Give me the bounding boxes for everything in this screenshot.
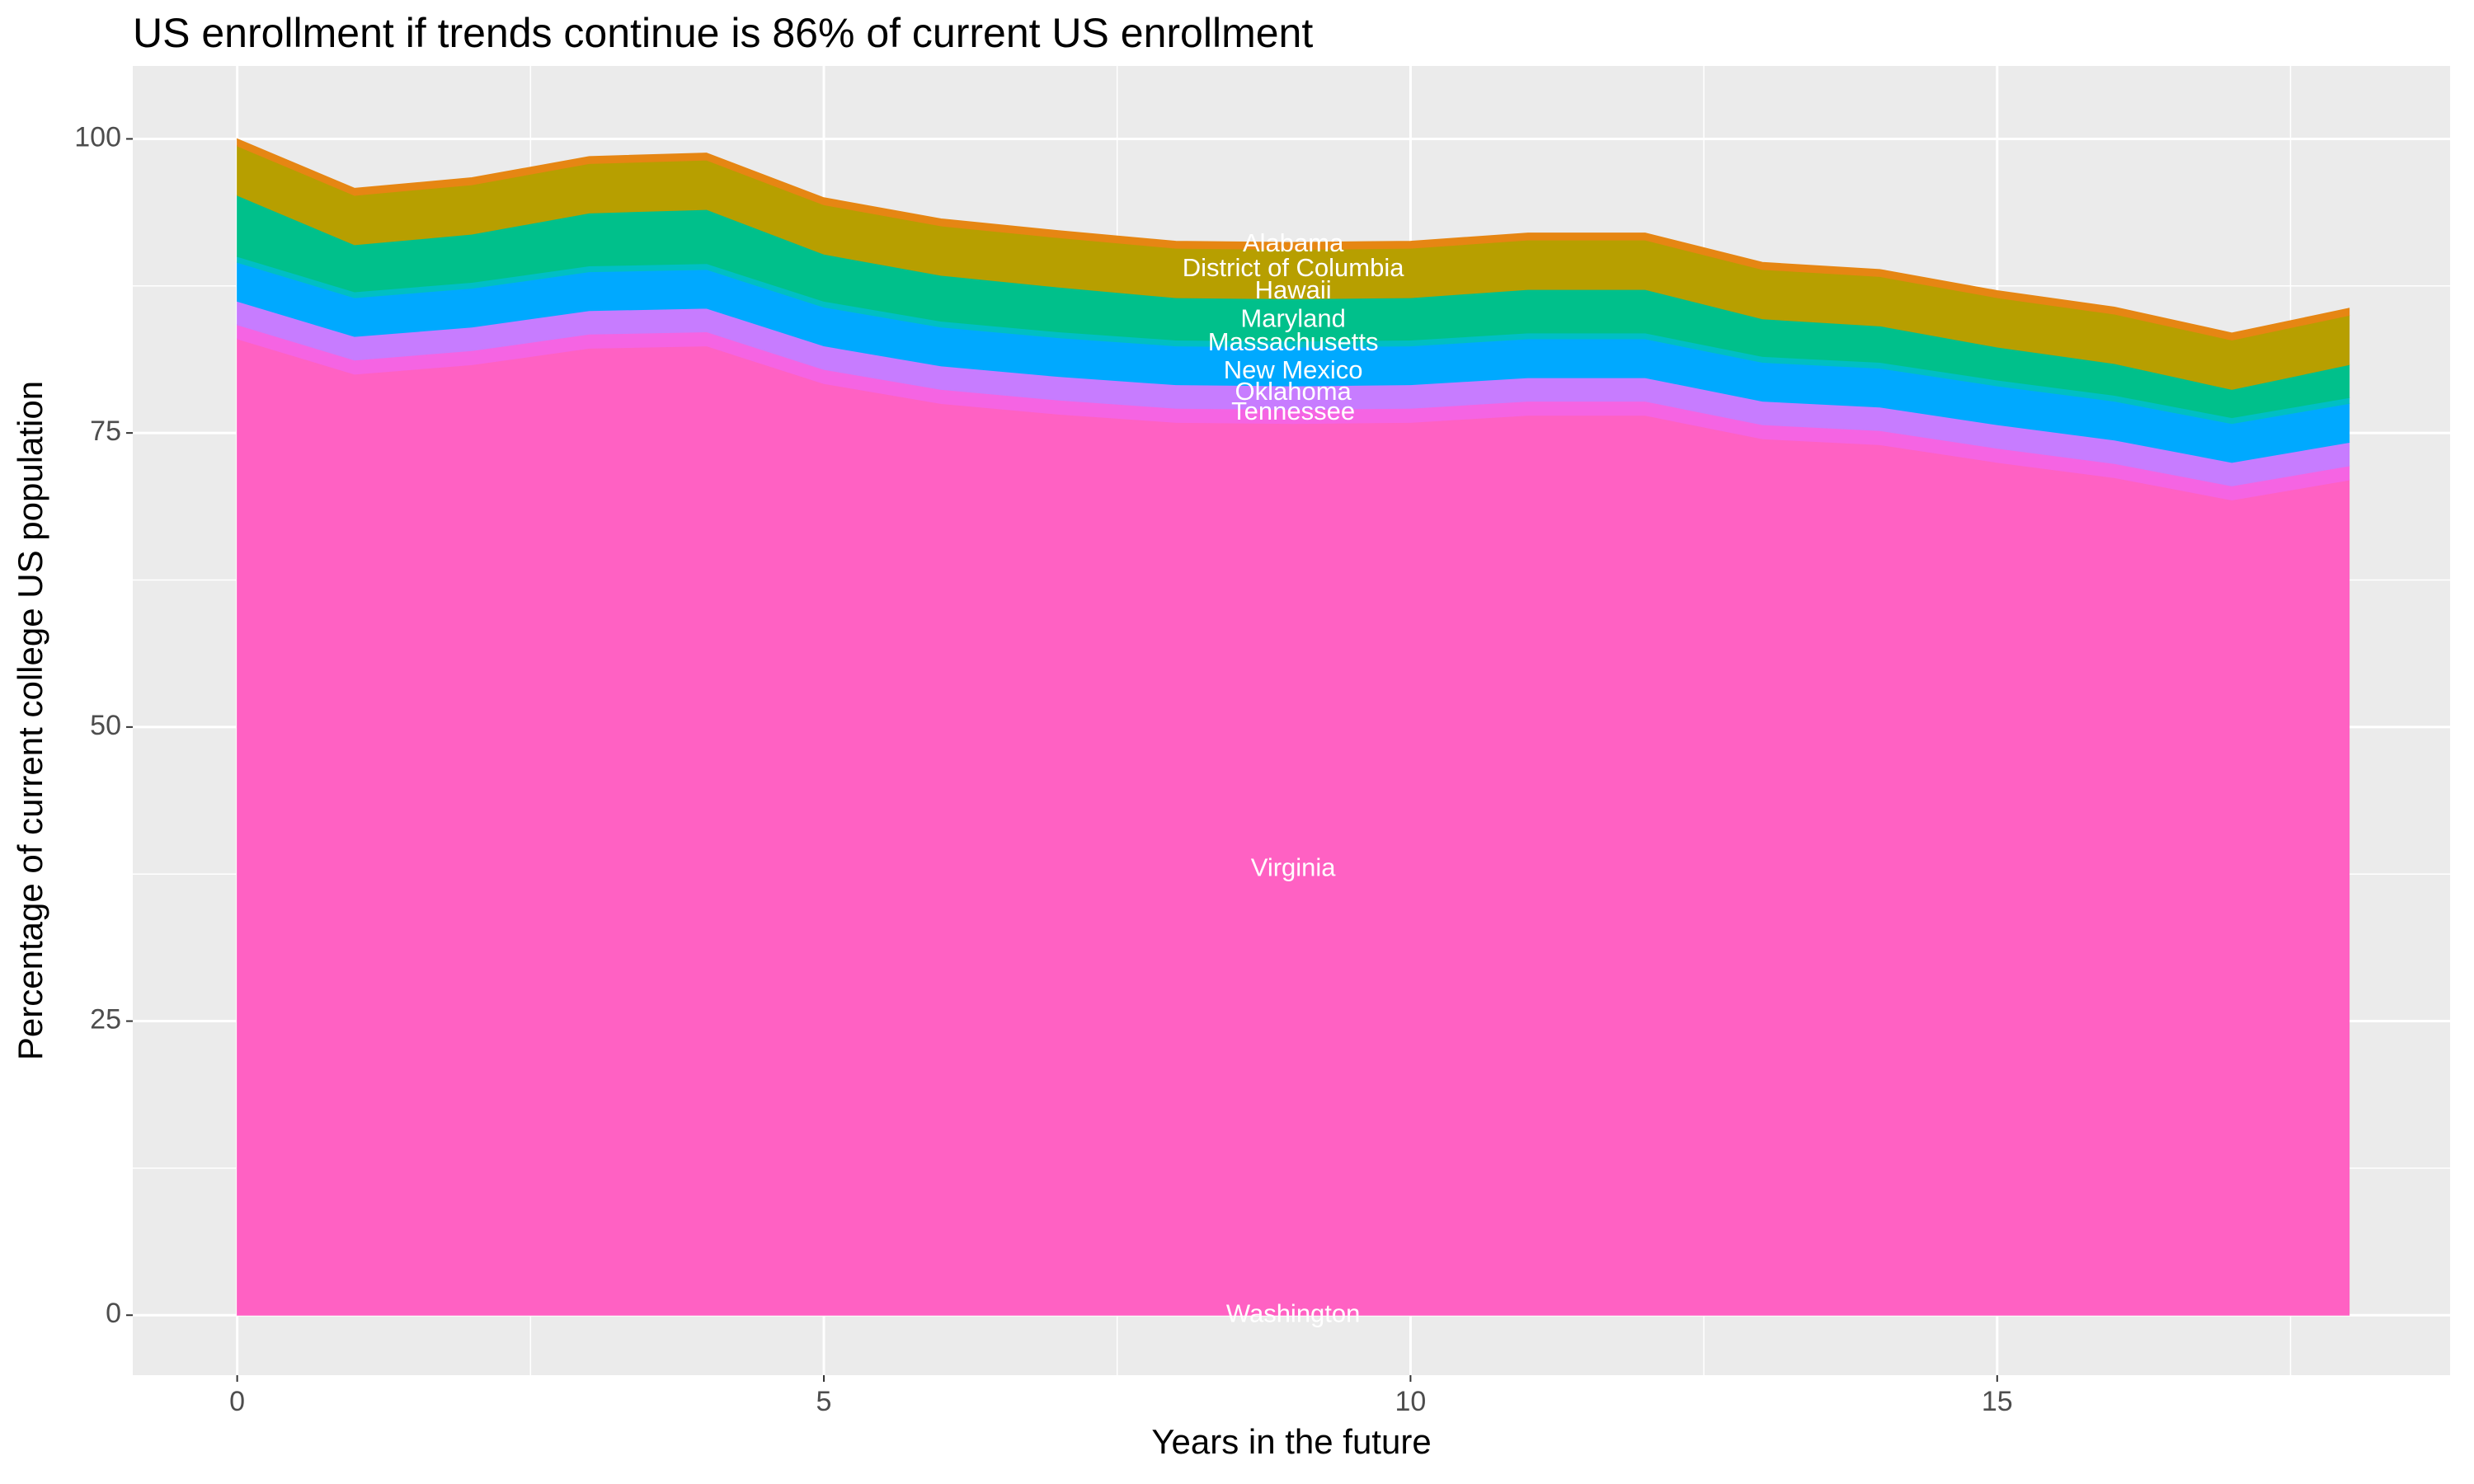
annotation: New Mexico <box>1224 355 1363 384</box>
x-tick-label: 0 <box>229 1386 245 1417</box>
y-tick-label: 75 <box>90 416 121 447</box>
area <box>237 138 2350 340</box>
annotation: Tennessee <box>1231 397 1355 425</box>
x-tick-label: 5 <box>816 1386 832 1417</box>
y-tick-label: 0 <box>106 1298 121 1329</box>
chart-title: US enrollment if trends continue is 86% … <box>133 10 1313 56</box>
annotation: District of Columbia <box>1183 253 1404 282</box>
annotation: Virginia <box>1251 853 1337 882</box>
annotation: Washington <box>1226 1298 1361 1327</box>
annotation: Maryland <box>1240 303 1346 332</box>
x-tick-label: 15 <box>1982 1386 2013 1417</box>
y-tick-label: 50 <box>90 710 121 741</box>
x-tick-label: 10 <box>1395 1386 1426 1417</box>
y-tick-label: 25 <box>90 1004 121 1036</box>
annotation: Oklahoma <box>1235 377 1352 406</box>
x-axis-title: Years in the future <box>1151 1422 1431 1461</box>
annotation: Hawaii <box>1255 275 1332 304</box>
annotation: Massachusetts <box>1208 327 1379 356</box>
annotation: Alabama <box>1243 228 1344 257</box>
y-axis-title: Percentage of current college US populat… <box>11 381 49 1060</box>
area <box>237 338 2350 1316</box>
y-tick-label: 100 <box>74 121 121 153</box>
